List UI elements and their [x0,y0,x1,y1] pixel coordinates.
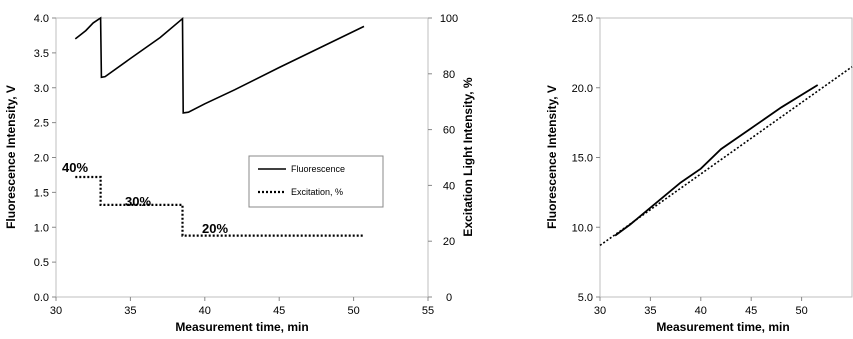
left-x-tick-label: 30 [50,305,62,317]
left-x-tick-label: 40 [199,305,211,317]
left-y-tick-label: 3.5 [34,48,49,60]
legend-box [248,155,384,208]
right-chart-y-tick-label: 20.0 [572,83,593,95]
right-chart-x-tick-label: 45 [745,305,757,317]
legend-label-fluorescence: Fluorescence [291,164,345,174]
left-y-tick-label: 1.5 [34,187,49,199]
right-chart-y-tick-label: 5.0 [578,292,593,304]
right-chart-y-tick-label: 10.0 [572,222,593,234]
right-chart-x-tick-label: 35 [644,305,656,317]
right-plot-frame [599,17,853,298]
left-y-tick-label: 2.5 [34,118,49,130]
legend-label-excitation: Excitation, % [291,187,343,197]
right-chart-y-axis-title: Fluorescence Intensity, V [545,85,559,229]
right-chart-y-tick-label: 25.0 [572,13,593,25]
left-y-tick-label: 3.0 [34,83,49,95]
legend: Fluorescence Excitation, % [248,155,384,208]
right-chart-x-tick-label: 50 [795,305,807,317]
right-y-tick-label: 20 [443,236,455,248]
right-y-axis-ticks: 0 20 40 60 80 100 [428,13,458,304]
ann-20: 20% [202,221,228,236]
right-chart-y-tick-label: 15.0 [572,153,593,165]
left-x-axis-title: Measurement time, min [175,320,308,334]
left-y-tick-label: 4.0 [34,13,49,25]
right-y-tick-label: 0 [446,292,452,304]
right-y-axis-title: Excitation Light Intensity, % [461,77,475,236]
left-x-axis-ticks: 30 35 40 45 50 55 [50,297,434,317]
ann-30: 30% [125,194,151,209]
right-chart-x-axis-title: Measurement time, min [656,320,789,334]
left-y-tick-label: 0.0 [34,292,49,304]
left-series-layer [74,16,365,237]
fluorescence-line [614,84,819,237]
right-chart-x-tick-label: 40 [695,305,707,317]
fluorescence-line [74,16,365,114]
excitation-line [75,175,364,237]
left-x-tick-label: 50 [347,305,359,317]
left-x-tick-label: 55 [422,305,434,317]
right-chart-x-axis-ticks: 30 35 40 45 50 [594,297,808,317]
ann-40: 40% [62,160,88,175]
right-chart: 5.0 10.0 15.0 20.0 25.0 30 35 40 45 50 Measureme… [545,13,853,334]
left-y-axis-title: Fluorescence Intensity, V [4,85,18,229]
right-y-tick-label: 100 [440,13,458,25]
left-x-tick-label: 45 [273,305,285,317]
right-series-layer [599,66,853,247]
right-y-tick-label: 60 [443,125,455,137]
left-x-tick-label: 35 [124,305,136,317]
right-y-tick-label: 40 [443,180,455,192]
right-chart-x-tick-label: 30 [594,305,606,317]
left-chart: 0.0 0.5 1.0 1.5 2.0 2.5 3.0 3.5 4.0 0 20 40 60 80 100… [4,13,475,334]
left-y-tick-label: 2.0 [34,153,49,165]
right-y-tick-label: 80 [443,69,455,81]
trend-line [599,66,853,247]
left-y-tick-label: 0.5 [34,257,49,269]
left-y-axis-ticks: 0.0 0.5 1.0 1.5 2.0 2.5 3.0 3.5 4.0 [34,13,56,304]
right-chart-y-axis-ticks: 5.0 10.0 15.0 20.0 25.0 [572,13,600,304]
left-y-tick-label: 1.0 [34,222,49,234]
